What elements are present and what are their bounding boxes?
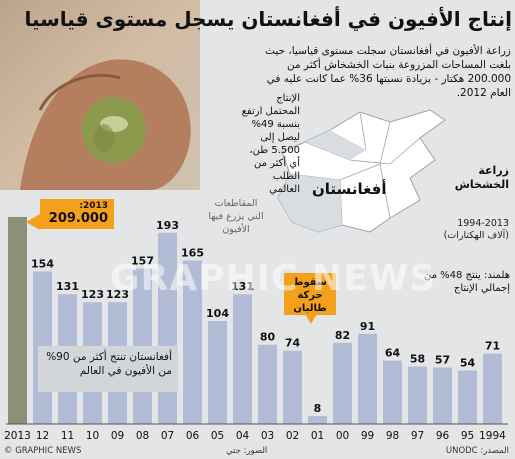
bar-value-label: 80 — [260, 331, 276, 344]
intro-text: زراعة الأفيون في أفغانستان سجلت مستوى قي… — [265, 45, 511, 99]
bar-value-label: 57 — [435, 354, 450, 367]
potential-text: الإنتاج المحتمل ارتفع بنسبة 49% ليصل إلى… — [241, 93, 300, 195]
x-tick-label: 95 — [461, 430, 474, 442]
x-tick-label: 00 — [336, 430, 349, 442]
bar-1994 — [483, 353, 502, 424]
cultivation-title: زراعة الخشخاش — [429, 164, 509, 192]
x-tick-label: 1994 — [479, 430, 506, 442]
bar-02 — [283, 350, 302, 424]
x-tick-label: 98 — [386, 430, 399, 442]
bar-95 — [458, 370, 477, 424]
x-tick-label: 99 — [361, 430, 374, 442]
bar-96 — [433, 367, 452, 424]
bar-value-label: 123 — [106, 288, 129, 301]
photo-credit: الصور: جتي — [226, 446, 268, 456]
bar-value-label: 165 — [181, 247, 204, 260]
source-label: المصدر: UNODC — [445, 446, 509, 456]
bar-2013 — [8, 216, 27, 424]
callout-2013: 2013: 209.000 — [40, 199, 114, 229]
bar-value-label: 58 — [410, 353, 425, 366]
bar-01 — [308, 416, 327, 424]
bar-value-label: 64 — [385, 347, 401, 360]
x-tick-label: 04 — [236, 430, 250, 442]
x-tick-label: 02 — [286, 430, 299, 442]
x-tick-label: 11 — [61, 430, 74, 442]
title-bar: إنتاج الأفيون في أفغانستان يسجل مستوى قي… — [24, 4, 512, 34]
bar-value-label: 104 — [206, 307, 229, 320]
bar-value-label: 54 — [460, 357, 476, 370]
bar-04 — [233, 294, 252, 424]
bar-05 — [208, 320, 227, 424]
bar-value-label: 74 — [285, 337, 301, 350]
x-tick-label: 2013 — [4, 430, 31, 442]
bar-value-label: 82 — [335, 329, 350, 342]
global-share-note: أفغانستان تنتج أكثر من 90% من الأفيون في… — [38, 346, 178, 392]
cultivation-unit: (آلاف الهكتارات) — [443, 230, 509, 241]
helmand-note: هلمند: ينتج 48% من إجمالي الإنتاج — [423, 270, 510, 294]
x-tick-label: 01 — [311, 430, 324, 442]
afghanistan-map — [277, 109, 446, 233]
copyright: © GRAPHIC NEWS — [4, 446, 82, 456]
bar-03 — [258, 344, 277, 424]
bar-value-label: 154 — [31, 257, 54, 270]
x-tick-label: 97 — [411, 430, 424, 442]
bar-value-label: 157 — [131, 254, 154, 267]
bar-97 — [408, 366, 427, 424]
x-tick-label: 03 — [261, 430, 274, 442]
bar-value-label: 131 — [231, 280, 254, 293]
bar-value-label: 91 — [360, 320, 375, 333]
x-tick-label: 10 — [86, 430, 99, 442]
taliban-callout-arrow — [305, 314, 317, 324]
cultivation-years: 1994-2013 — [457, 218, 509, 229]
x-tick-label: 09 — [111, 430, 124, 442]
x-tick-label: 05 — [211, 430, 224, 442]
x-tick-label: 96 — [436, 430, 450, 442]
bar-99 — [358, 333, 377, 424]
callout-2013-arrow — [26, 214, 40, 230]
map-label: أفغانستان — [312, 180, 387, 198]
cultivation-title-text: زراعة الخشخاش — [454, 164, 509, 191]
bar-06 — [183, 260, 202, 424]
poppy-hand-illustration — [20, 59, 191, 191]
x-tick-label: 07 — [161, 430, 174, 442]
bar-00 — [333, 342, 352, 424]
footer: © GRAPHIC NEWS الصور: جتي المصدر: UNODC — [0, 444, 515, 459]
bar-98 — [383, 360, 402, 424]
bar-value-label: 131 — [56, 280, 79, 293]
bar-07 — [158, 232, 177, 424]
bar-value-label: 193 — [156, 219, 179, 232]
callout-2013-value: 209.000 — [48, 211, 108, 226]
page-title: إنتاج الأفيون في أفغانستان يسجل مستوى قي… — [24, 7, 512, 31]
taliban-callout: سقوط حركة طالبان — [284, 273, 336, 315]
regions-label: المقاطعات التي يزرع فيها الأفيون — [208, 198, 264, 235]
bar-value-label: 123 — [81, 288, 104, 301]
x-tick-label: 08 — [136, 430, 149, 442]
hand-photo — [0, 0, 200, 191]
x-tick-label: 06 — [186, 430, 200, 442]
callout-2013-year: 2013: — [79, 201, 108, 211]
bar-value-label: 71 — [485, 340, 500, 353]
cultivation-subtitle: 1994-2013 (آلاف الهكتارات) — [419, 218, 509, 242]
x-tick-label: 12 — [36, 430, 49, 442]
bar-value-label: 8 — [314, 402, 322, 415]
